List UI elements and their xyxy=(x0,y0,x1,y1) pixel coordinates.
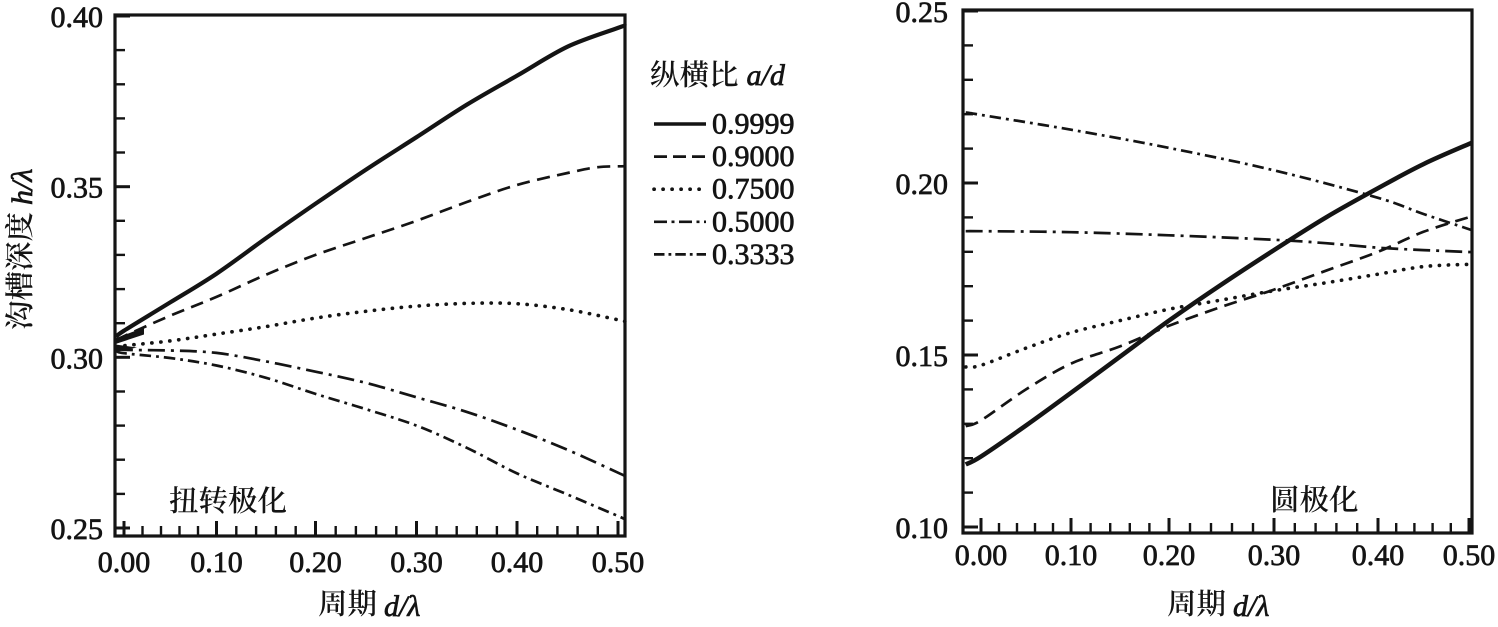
svg-text:0.00: 0.00 xyxy=(98,546,151,579)
svg-text:0.10: 0.10 xyxy=(1045,539,1098,572)
svg-text:0.40: 0.40 xyxy=(51,1,104,34)
svg-text:0.50: 0.50 xyxy=(1443,539,1496,572)
svg-text:0.40: 0.40 xyxy=(1352,539,1405,572)
svg-text:0.50: 0.50 xyxy=(592,546,645,579)
svg-text:0.30: 0.30 xyxy=(390,546,443,579)
svg-text:0.35: 0.35 xyxy=(51,172,104,205)
svg-text:0.25: 0.25 xyxy=(51,513,104,546)
svg-text:0.00: 0.00 xyxy=(955,539,1008,572)
svg-text:0.25: 0.25 xyxy=(896,0,949,29)
svg-text:0.30: 0.30 xyxy=(51,342,104,375)
svg-text:h/λ: h/λ xyxy=(6,169,39,205)
svg-text:0.10: 0.10 xyxy=(190,546,243,579)
svg-text:0.20: 0.20 xyxy=(289,546,342,579)
svg-text:0.7500: 0.7500 xyxy=(712,173,795,206)
svg-text:0.40: 0.40 xyxy=(491,546,544,579)
svg-text:d/λ: d/λ xyxy=(384,590,420,622)
svg-text:0.15: 0.15 xyxy=(896,340,949,373)
svg-text:0.20: 0.20 xyxy=(896,168,949,201)
svg-text:0.9999: 0.9999 xyxy=(712,108,795,141)
svg-text:0.5000: 0.5000 xyxy=(712,205,795,238)
svg-text:0.10: 0.10 xyxy=(896,512,949,545)
svg-text:0.20: 0.20 xyxy=(1143,539,1196,572)
svg-text:d/λ: d/λ xyxy=(1233,590,1269,622)
svg-text:0.3333: 0.3333 xyxy=(712,238,795,271)
svg-text:0.30: 0.30 xyxy=(1248,539,1301,572)
svg-text:0.9000: 0.9000 xyxy=(712,140,795,173)
svg-text:a/d: a/d xyxy=(747,59,786,92)
